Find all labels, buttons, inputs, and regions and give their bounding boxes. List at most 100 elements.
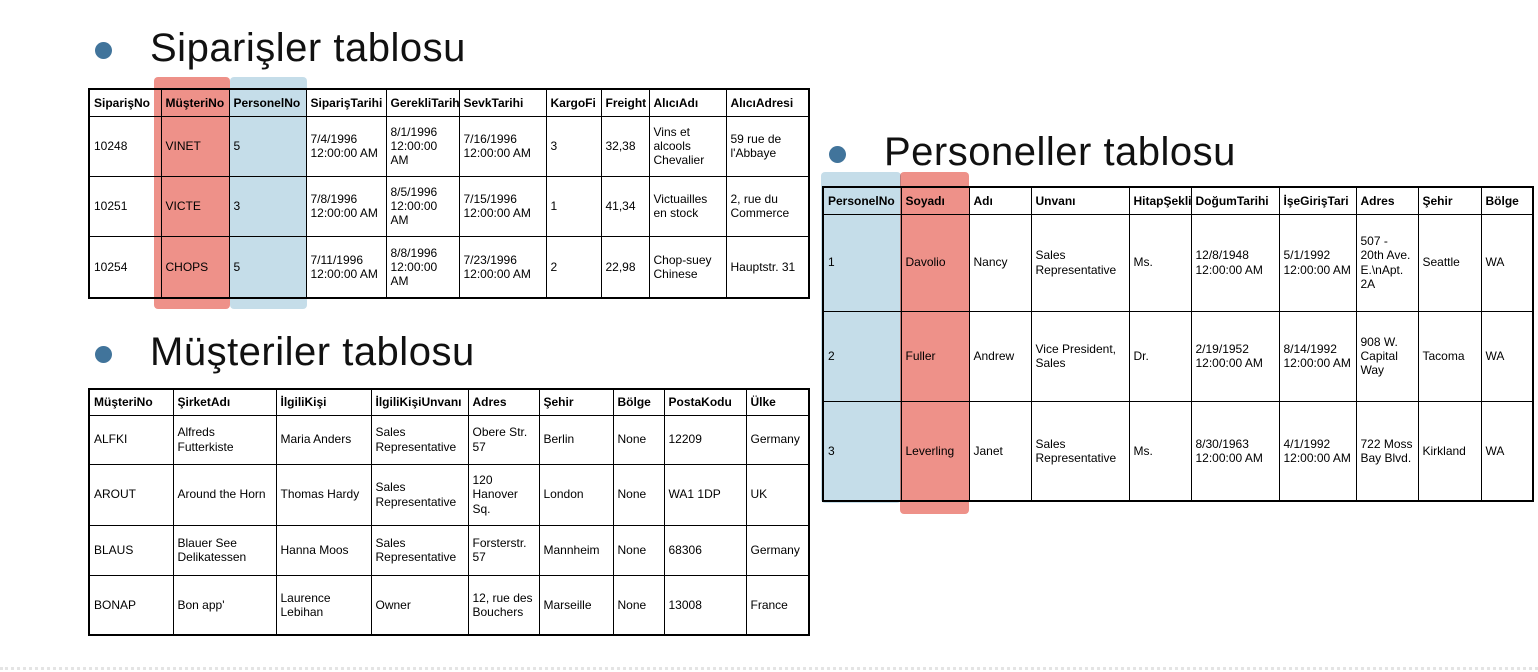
table-cell: 2/19/1952 12:00:00 AM — [1190, 310, 1280, 402]
table-cell: 7/23/1996 12:00:00 AM — [458, 235, 547, 299]
column-header: İlgiliKişi — [275, 388, 372, 416]
table-cell: Thomas Hardy — [275, 463, 372, 526]
header-row: PersonelNo Soyadı Adı Unvanı HitapŞekli Doğum… — [822, 186, 1534, 215]
column-header: Unvanı — [1030, 186, 1130, 215]
table-cell: 1 — [545, 175, 602, 237]
table-cell: 8/8/1996 12:00:00 AM — [385, 235, 460, 299]
orders-table-wrapper: SiparişNo MüşteriNo PersonelNo SiparişTarih… — [88, 77, 810, 309]
table-cell: Vins et alcools Chevalier — [648, 115, 727, 177]
table-cell: ALFKI — [88, 414, 174, 465]
table-cell: Alfreds Futterkiste — [172, 414, 277, 465]
table-cell: Ms. — [1128, 213, 1192, 312]
table-cell: CHOPS — [160, 235, 230, 299]
table-cell: VICTE — [160, 175, 230, 237]
column-header: PersonelNo — [822, 186, 902, 215]
column-header: Şehir — [1417, 186, 1482, 215]
table-cell: 32,38 — [600, 115, 650, 177]
table-cell: Andrew — [968, 310, 1032, 402]
column-header: İşeGirişTari — [1278, 186, 1357, 215]
table-row: 3 Leverling Janet Sales Representative Ms. 8/… — [822, 400, 1534, 502]
column-header: Bölge — [1480, 186, 1534, 215]
table-cell: Marseille — [538, 574, 614, 636]
column-header: PostaKodu — [663, 388, 747, 416]
bullet-icon — [95, 42, 112, 59]
table-row: 1 Davolio Nancy Sales Representative Ms. 12/8… — [822, 213, 1534, 312]
table-cell: 8/30/1963 12:00:00 AM — [1190, 400, 1280, 502]
column-header: Bölge — [612, 388, 665, 416]
table-cell: Forsterstr. 57 — [467, 524, 540, 576]
table-cell: Nancy — [968, 213, 1032, 312]
table-cell: 722 Moss Bay Blvd. — [1355, 400, 1419, 502]
table-cell: 3 — [822, 400, 902, 502]
table-cell: Blauer See Delikatessen — [172, 524, 277, 576]
table-cell: BLAUS — [88, 524, 174, 576]
column-header: SiparişTarihi — [305, 88, 387, 117]
column-header: İlgiliKişiUnvanı — [370, 388, 469, 416]
column-header: Freight — [600, 88, 650, 117]
column-header: KargoFi — [545, 88, 602, 117]
table-row: AROUT Around the Horn Thomas Hardy Sales Re… — [88, 463, 810, 526]
employees-table-wrapper: PersonelNo Soyadı Adı Unvanı HitapŞekli Doğum… — [821, 172, 1534, 514]
column-header: DoğumTarihi — [1190, 186, 1280, 215]
table-cell: WA — [1480, 213, 1534, 312]
table-cell: 908 W. Capital Way — [1355, 310, 1419, 402]
customers-table: MüşteriNo ŞirketAdı İlgiliKişi İlgiliKişiUn… — [88, 388, 810, 636]
table-cell: AROUT — [88, 463, 174, 526]
column-header: Ülke — [745, 388, 810, 416]
customers-title-row: Müşteriler tablosu — [88, 330, 475, 375]
table-row: BLAUS Blauer See Delikatessen Hanna Moos Sa… — [88, 524, 810, 576]
employees-title-row: Personeller tablosu — [822, 130, 1236, 175]
table-cell: Germany — [745, 414, 810, 465]
table-cell: Berlin — [538, 414, 614, 465]
table-cell: 12/8/1948 12:00:00 AM — [1190, 213, 1280, 312]
table-row: 10248 VINET 5 7/4/1996 12:00:00 AM 8/1/1996 … — [88, 115, 810, 177]
table-cell: Dr. — [1128, 310, 1192, 402]
table-cell: 8/14/1992 12:00:00 AM — [1278, 310, 1357, 402]
table-cell: London — [538, 463, 614, 526]
orders-table: SiparişNo MüşteriNo PersonelNo SiparişTarih… — [88, 88, 810, 299]
table-cell: None — [612, 574, 665, 636]
column-header: Adı — [968, 186, 1032, 215]
column-header: SiparişNo — [88, 88, 162, 117]
table-cell: 13008 — [663, 574, 747, 636]
table-cell: Sales Representative — [370, 414, 469, 465]
column-header: Şehir — [538, 388, 614, 416]
table-cell: Laurence Lebihan — [275, 574, 372, 636]
table-cell: 7/15/1996 12:00:00 AM — [458, 175, 547, 237]
column-header: PersonelNo — [228, 88, 307, 117]
table-cell: Germany — [745, 524, 810, 576]
table-cell: Vice President, Sales — [1030, 310, 1130, 402]
table-row: 10254 CHOPS 5 7/11/1996 12:00:00 AM 8/8/1996… — [88, 235, 810, 299]
table-cell: 68306 — [663, 524, 747, 576]
column-header: MüşteriNo — [160, 88, 230, 117]
header-row: SiparişNo MüşteriNo PersonelNo SiparişTarih… — [88, 88, 810, 117]
table-cell: France — [745, 574, 810, 636]
table-row: BONAP Bon app' Laurence Lebihan Owner 12, ru… — [88, 574, 810, 636]
column-header: ŞirketAdı — [172, 388, 277, 416]
table-cell: 3 — [228, 175, 307, 237]
column-header: Adres — [467, 388, 540, 416]
table-cell: Sales Representative — [1030, 400, 1130, 502]
table-row: 10251 VICTE 3 7/8/1996 12:00:00 AM 8/5/1996 … — [88, 175, 810, 237]
table-cell: 2 — [822, 310, 902, 402]
table-cell: 5/1/1992 12:00:00 AM — [1278, 213, 1357, 312]
column-header: HitapŞekli — [1128, 186, 1192, 215]
table-cell: 2 — [545, 235, 602, 299]
table-cell: Mannheim — [538, 524, 614, 576]
table-cell: None — [612, 414, 665, 465]
table-row: ALFKI Alfreds Futterkiste Maria Anders Sale… — [88, 414, 810, 465]
table-cell: 3 — [545, 115, 602, 177]
table-cell: 12209 — [663, 414, 747, 465]
table-cell: 5 — [228, 235, 307, 299]
table-cell: 507 - 20th Ave. E.\nApt. 2A — [1355, 213, 1419, 312]
table-cell: BONAP — [88, 574, 174, 636]
table-cell: 10248 — [88, 115, 162, 177]
bullet-icon — [95, 346, 112, 363]
table-cell: None — [612, 463, 665, 526]
table-cell: 22,98 — [600, 235, 650, 299]
customers-title: Müşteriler tablosu — [150, 330, 475, 374]
table-cell: Owner — [370, 574, 469, 636]
table-cell: Around the Horn — [172, 463, 277, 526]
table-cell: 120 Hanover Sq. — [467, 463, 540, 526]
column-header: Soyadı — [900, 186, 970, 215]
